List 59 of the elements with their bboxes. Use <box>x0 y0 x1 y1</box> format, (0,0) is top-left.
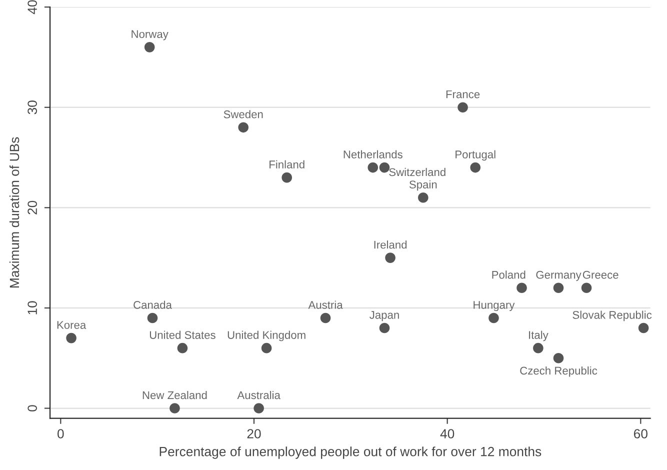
point <box>379 162 390 173</box>
x-tick-label: 0 <box>58 429 64 438</box>
annotation: Sweden <box>224 110 263 118</box>
point <box>144 42 155 52</box>
point <box>368 162 378 173</box>
annotation: Czech Republic <box>520 366 598 377</box>
x-tick-label: 60 <box>634 429 648 438</box>
annotation: New Zealand <box>142 390 207 400</box>
point <box>458 102 468 113</box>
y-tick-label: 40 <box>28 0 37 14</box>
point <box>254 403 264 414</box>
point <box>553 352 564 364</box>
point <box>470 162 481 173</box>
y-tick-label: 20 <box>28 200 37 214</box>
annotation: Germany <box>536 270 582 281</box>
annotation: Greece <box>582 270 618 279</box>
y-tick-label: 30 <box>28 100 37 114</box>
x-axis-title: Percentage of unemployed people out of work for over 12 months <box>160 446 542 459</box>
point <box>238 122 249 133</box>
annotation: Italy <box>529 330 548 342</box>
annotation: France <box>446 90 480 98</box>
point <box>66 332 76 344</box>
annotation: Australia <box>237 390 280 400</box>
point <box>170 403 180 414</box>
point <box>553 282 564 294</box>
point <box>282 172 292 183</box>
y-tick-label: 10 <box>28 301 37 314</box>
point <box>581 282 592 294</box>
point <box>638 322 649 334</box>
annotation: United Kingdom <box>228 330 306 342</box>
point <box>379 322 390 334</box>
point <box>385 252 396 263</box>
annotation: United States <box>150 330 216 339</box>
annotation: Korea <box>57 321 86 329</box>
x-tick-label: 20 <box>247 429 261 438</box>
y-axis-title: Maximum duration of UBs <box>9 137 20 288</box>
y-tick-label: 0 <box>28 405 37 412</box>
annotation: Japan <box>370 311 399 322</box>
annotation: Finland <box>270 160 304 168</box>
point <box>516 282 527 294</box>
point <box>533 342 544 354</box>
point <box>418 192 428 203</box>
annotation: Norway <box>132 30 168 40</box>
annotation: Portugal <box>456 150 496 161</box>
annotation: Hungary <box>474 301 515 312</box>
annotation: Ireland <box>374 240 407 249</box>
annotation: Slovak Republic <box>572 310 652 322</box>
annotation: Switzerland <box>389 168 446 176</box>
annotation: Poland <box>492 270 526 279</box>
annotation: Austria <box>308 300 343 309</box>
annotation: Canada <box>134 300 172 309</box>
annotation: Spain <box>409 180 437 191</box>
point <box>488 312 499 324</box>
point <box>261 342 272 354</box>
x-tick-label: 40 <box>440 429 454 438</box>
point <box>147 312 158 324</box>
point <box>177 342 188 354</box>
point <box>320 312 331 324</box>
annotation: Netherlands <box>344 150 402 158</box>
